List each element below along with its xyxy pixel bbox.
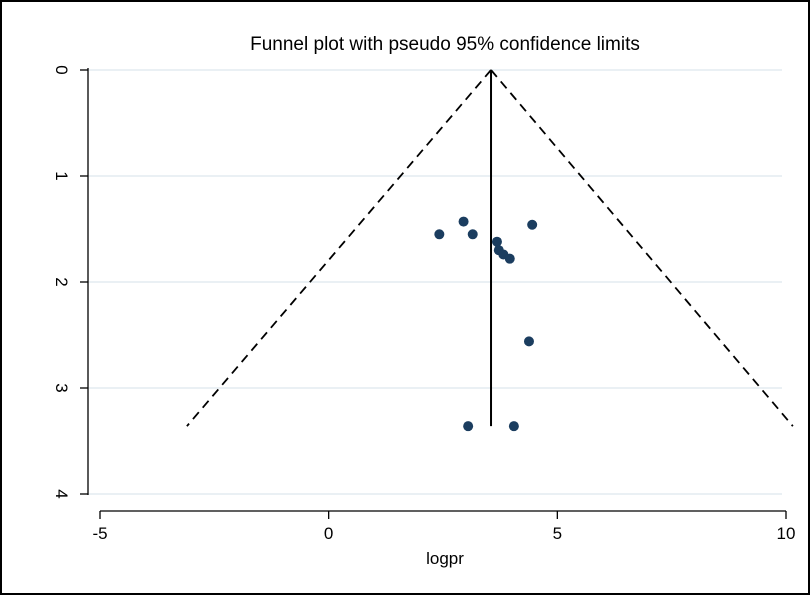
chart-title: Funnel plot with pseudo 95% confidence l… bbox=[250, 34, 640, 55]
lower-confidence-limit-line bbox=[186, 69, 492, 427]
x-tick-label: 5 bbox=[553, 524, 562, 543]
data-point bbox=[458, 216, 469, 227]
confidence-limits bbox=[186, 69, 794, 427]
data-point bbox=[523, 336, 534, 347]
gridlines bbox=[88, 69, 782, 495]
x-tick-label: 0 bbox=[324, 524, 333, 543]
data-point bbox=[434, 229, 445, 240]
data-point bbox=[527, 219, 538, 230]
x-axis-title: logpr bbox=[426, 549, 464, 568]
y-tick-label: 1 bbox=[52, 171, 71, 180]
axes: 0 1 2 3 4 -5 0 5 10 bbox=[52, 65, 795, 543]
data-point bbox=[467, 229, 478, 240]
y-tick-label: 4 bbox=[52, 489, 71, 498]
y-tick-label: 3 bbox=[52, 383, 71, 392]
y-tick-label: 2 bbox=[52, 277, 71, 286]
upper-confidence-limit-line bbox=[490, 69, 794, 427]
y-tick-label: 0 bbox=[52, 65, 71, 74]
data-point bbox=[508, 421, 519, 432]
data-point bbox=[463, 421, 474, 432]
data-point bbox=[504, 253, 515, 264]
data-points bbox=[434, 216, 538, 432]
x-tick-label: -5 bbox=[92, 524, 107, 543]
x-tick-label: 10 bbox=[777, 524, 796, 543]
data-point bbox=[491, 236, 502, 247]
